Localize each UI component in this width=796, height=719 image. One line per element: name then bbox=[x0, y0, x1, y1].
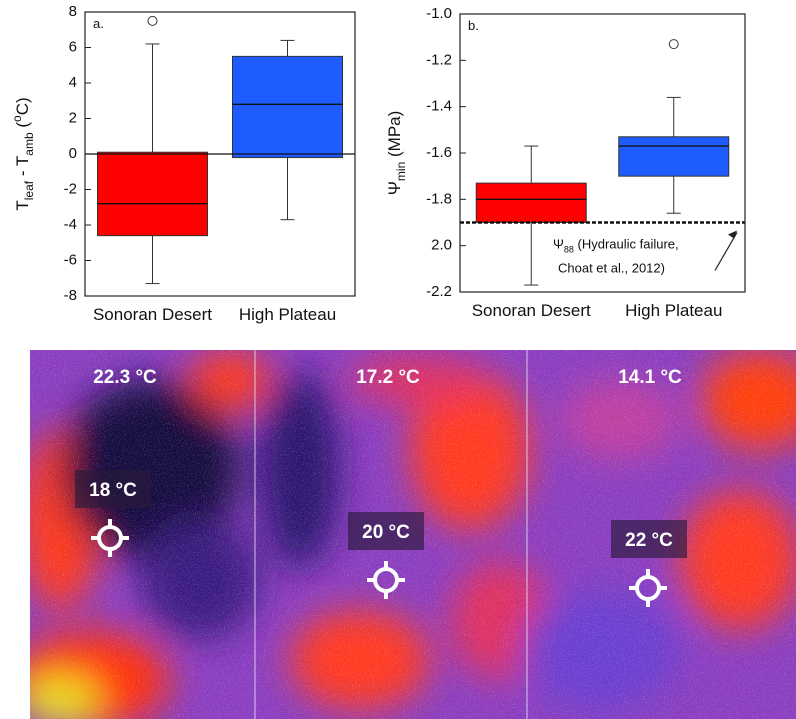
leaf-temp-box bbox=[75, 470, 151, 508]
annotation-symbol: Ψ bbox=[553, 237, 564, 252]
y-tick-label: 4 bbox=[69, 74, 77, 91]
crosshair bbox=[91, 519, 129, 557]
x-tick-label: High Plateau bbox=[625, 301, 722, 320]
y-tick-label: -1.2 bbox=[426, 51, 452, 68]
box bbox=[232, 55, 343, 159]
panel-label: a. bbox=[93, 16, 104, 31]
y-tick-label: -1.4 bbox=[426, 98, 452, 115]
annotation: Ψ88 (Hydraulic failure, bbox=[553, 237, 679, 255]
y-axis-label: Tleaf - Tamb (oC) bbox=[10, 97, 36, 210]
outlier bbox=[668, 39, 679, 50]
y-tick-label: 8 bbox=[69, 3, 77, 20]
arrow-head bbox=[728, 230, 737, 239]
y-label-part: leaf bbox=[22, 180, 36, 200]
y-tick-label: 2.0 bbox=[431, 237, 452, 254]
y-label-part: - T bbox=[13, 156, 32, 181]
y-label-part: min bbox=[394, 162, 408, 181]
y-label-part: ( bbox=[13, 122, 32, 133]
y-label-part: amb bbox=[22, 132, 36, 156]
panel-label: b. bbox=[468, 18, 479, 33]
y-tick-label: -1.0 bbox=[426, 5, 452, 22]
y-tick-label: 0 bbox=[69, 145, 77, 162]
box bbox=[97, 151, 208, 237]
x-tick-label: Sonoran Desert bbox=[93, 305, 212, 324]
y-tick-label: 2 bbox=[69, 109, 77, 126]
outlier bbox=[147, 15, 158, 26]
crosshair bbox=[629, 569, 667, 607]
y-tick-label: -4 bbox=[64, 216, 77, 233]
box bbox=[618, 136, 730, 177]
y-tick-label: -2.2 bbox=[426, 283, 452, 300]
y-label-part: o bbox=[10, 115, 24, 122]
y-tick-label: -6 bbox=[64, 251, 77, 268]
air-temperature: 22.3 °C bbox=[93, 367, 157, 388]
leaf-temp-box bbox=[348, 512, 424, 550]
annotation: Choat et al., 2012) bbox=[558, 261, 665, 276]
leaf-temperature: 22 °C bbox=[625, 530, 673, 551]
air-temperature: 17.2 °C bbox=[356, 367, 420, 388]
annotation-arrow bbox=[714, 232, 738, 271]
box bbox=[475, 182, 587, 224]
x-tick-label: Sonoran Desert bbox=[472, 301, 591, 320]
y-label-part: Ψ bbox=[385, 181, 404, 195]
y-tick-label: 6 bbox=[69, 38, 77, 55]
y-tick-label: -1.8 bbox=[426, 190, 452, 207]
y-label-part: C) bbox=[13, 97, 32, 115]
y-label-part: T bbox=[13, 200, 32, 210]
y-tick-label: -2 bbox=[64, 180, 77, 197]
y-tick-label: -8 bbox=[64, 287, 77, 304]
crosshair bbox=[367, 561, 405, 599]
y-label-part: (MPa) bbox=[385, 111, 404, 162]
leaf-temperature: 18 °C bbox=[89, 480, 137, 501]
leaf-temperature: 20 °C bbox=[362, 522, 410, 543]
y-tick-label: -1.6 bbox=[426, 144, 452, 161]
air-temperature: 14.1 °C bbox=[618, 367, 682, 388]
annotation-subscript: 88 bbox=[564, 245, 574, 255]
y-axis-label: Ψmin (MPa) bbox=[385, 111, 408, 196]
x-tick-label: High Plateau bbox=[239, 305, 336, 324]
leaf-temp-box bbox=[611, 520, 687, 558]
annotation-text: (Hydraulic failure, bbox=[574, 237, 679, 252]
